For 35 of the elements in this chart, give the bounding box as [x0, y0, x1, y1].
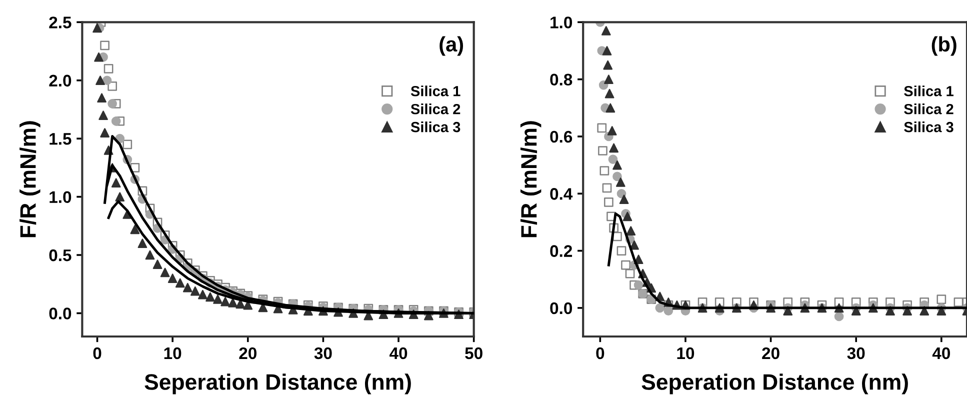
legend-label: Silica 1 [904, 86, 954, 96]
y-tick-label: 0.6 [550, 130, 572, 143]
y-tick-label: 2.5 [49, 16, 72, 28]
y-tick-label: 0.4 [550, 188, 573, 200]
annotation: (a) [440, 36, 464, 56]
y-axis-title: F/R (mN/m) [20, 121, 40, 238]
annotation: (b) [932, 36, 956, 56]
x-tick-label: 50 [465, 347, 482, 360]
y-tick-label: 1.5 [50, 133, 72, 145]
x-tick-label: 30 [314, 347, 332, 360]
y-tick-label: 0.0 [49, 308, 72, 320]
x-tick-label: 0 [596, 347, 604, 360]
x-tick-label: 0 [93, 347, 102, 360]
x-tick-label: 10 [164, 347, 182, 360]
y-tick-label: 0.5 [49, 249, 72, 262]
x-tick-label: 10 [677, 347, 694, 360]
y-tick-label: 2.0 [49, 74, 72, 87]
x-tick-label: 40 [390, 347, 408, 360]
legend-label: Silica 1 [410, 86, 460, 96]
y-axis-title: F/R (mN/m) [520, 121, 542, 238]
x-axis-title: Seperation Distance (nm) [144, 374, 411, 394]
y-tick-label: 0.8 [550, 74, 572, 86]
legend-label: Silica 2 [904, 104, 954, 114]
x-tick-label: 20 [762, 347, 780, 360]
y-tick-label: 0.0 [550, 302, 572, 314]
y-tick-label: 1.0 [550, 16, 572, 28]
x-tick-label: 20 [239, 347, 256, 360]
x-tick-label: 30 [847, 347, 865, 360]
y-tick-label: 1.0 [50, 191, 72, 203]
legend-label: Silica 3 [904, 122, 954, 132]
legend-label: Silica 2 [410, 104, 460, 114]
x-tick-label: 40 [932, 347, 950, 360]
y-tick-label: 0.2 [550, 245, 572, 257]
legend-label: Silica 3 [410, 122, 460, 132]
x-axis-title: Seperation Distance (nm) [642, 374, 908, 394]
